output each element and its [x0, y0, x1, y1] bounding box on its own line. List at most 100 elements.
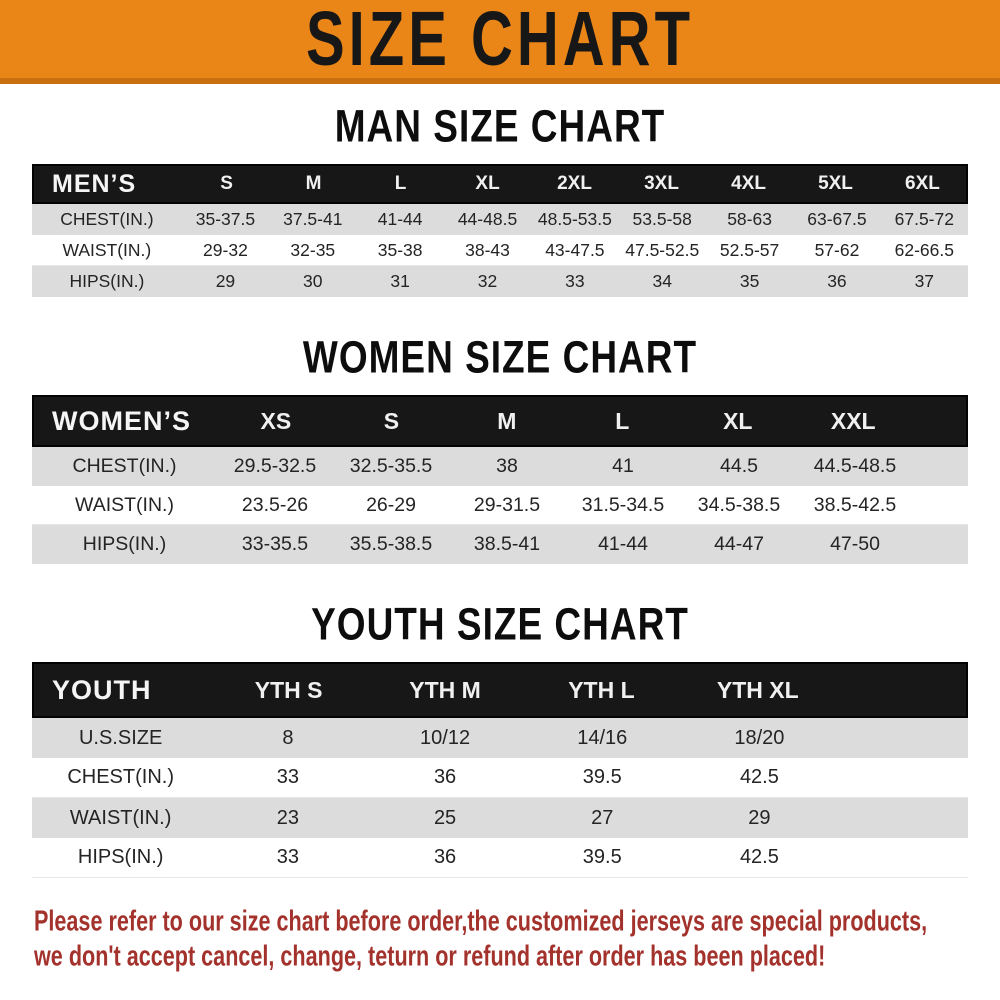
women-value-cell: 41	[612, 455, 634, 477]
women-value-cell: 29-31.5	[473, 493, 541, 516]
youth-value-cell: 42.5	[739, 846, 779, 868]
youth-row-u-s-size: U.S.SIZE 8 10/12 14/16 18/20	[32, 718, 968, 758]
youth-section-title: YOUTH SIZE CHART	[0, 599, 1000, 649]
women-value-cell: 44-47	[714, 533, 764, 555]
men-value-cell: 38-43	[465, 239, 510, 260]
men-value-cell: 32	[477, 271, 498, 291]
order-disclaimer: Please refer to our size chart before or…	[34, 904, 966, 973]
youth-row-label-hips-in: HIPS(IN.)	[77, 846, 164, 868]
women-row-waist-in: WAIST(IN.) 23.5-26 26-29 29-31.5 31.5-34.5 34…	[32, 486, 968, 525]
women-row-hips-in: HIPS(IN.) 33-35.5 35.5-38.5 38.5-41 41-44 44-…	[32, 525, 968, 564]
disclaimer-line-2: we don't accept cancel, change, teturn o…	[34, 939, 826, 972]
youth-value-cell: 33	[276, 846, 300, 868]
women-section-title: WOMEN SIZE CHART	[0, 332, 1000, 382]
men-value-cell: 48.5-53.5	[537, 209, 612, 229]
men-value-cell: 57-62	[814, 239, 860, 260]
youth-row-waist-in: WAIST(IN.) 23 25 27 29	[32, 798, 968, 838]
men-value-cell: 58-63	[727, 209, 772, 229]
men-size-column-s: S	[220, 173, 233, 194]
men-row-label-hips-in: HIPS(IN.)	[69, 271, 145, 291]
men-size-column-5xl: 5XL	[818, 173, 853, 194]
women-value-cell: 44.5-48.5	[813, 455, 897, 477]
disclaimer-line-1: Please refer to our size chart before or…	[34, 905, 928, 937]
men-row-chest-in: CHEST(IN.) 35-37.5 37.5-41 41-44 44-48.5 48.5…	[32, 204, 968, 235]
youth-size-column-yth-l: YTH L	[568, 676, 635, 703]
men-value-cell: 29	[215, 271, 236, 291]
men-value-cell: 44-48.5	[457, 209, 518, 229]
men-value-cell: 34	[652, 271, 672, 291]
size-chart-body: MAN SIZE CHART MEN’S S M L XL 2XL 3XL 4XL 5XL 6XL…	[0, 101, 1000, 973]
size-chart-banner: SIZE CHART	[0, 0, 1000, 84]
men-size-table: MEN’S S M L XL 2XL 3XL 4XL 5XL 6XL CHEST(IN.) 35-37…	[32, 164, 968, 297]
men-value-cell: 52.5-57	[719, 239, 780, 260]
women-value-cell: 26-29	[366, 493, 416, 516]
men-value-cell: 32-35	[290, 239, 336, 260]
men-value-cell: 47.5-52.5	[625, 239, 700, 260]
youth-value-cell: 8	[282, 726, 294, 749]
women-row-label-hips-in: HIPS(IN.)	[82, 533, 167, 555]
youth-row-hips-in: HIPS(IN.) 33 36 39.5 42.5	[32, 838, 968, 878]
men-row-label-chest-in: CHEST(IN.)	[60, 209, 154, 229]
men-value-cell: 35-38	[377, 239, 423, 260]
youth-value-cell: 25	[433, 806, 457, 829]
men-value-cell: 53.5-58	[632, 209, 692, 229]
women-value-cell: 41-44	[598, 533, 648, 555]
women-table-header: WOMEN’S XS S M L XL XXL	[32, 395, 968, 447]
women-size-column-xs: XS	[260, 407, 292, 434]
men-row-label-waist-in: WAIST(IN.)	[62, 239, 152, 260]
men-value-cell: 37	[914, 271, 935, 291]
youth-size-table: YOUTH YTH S YTH M YTH L YTH XL U.S.SIZE 8 10/12…	[32, 662, 968, 878]
youth-section: YOUTH SIZE CHART YOUTH YTH S YTH M YTH L YTH…	[0, 599, 1000, 878]
men-size-column-xl: XL	[475, 173, 500, 194]
men-value-cell: 35	[739, 271, 760, 291]
women-size-table: WOMEN’S XS S M L XL XXL CHEST(IN.) 29.5-32.5 32.5…	[32, 395, 968, 564]
youth-value-cell: 27	[591, 806, 614, 829]
men-value-cell: 43-47.5	[545, 239, 605, 260]
men-row-hips-in: HIPS(IN.) 29 30 31 32 33 34 35 36 37	[32, 266, 968, 297]
men-value-cell: 35-37.5	[195, 209, 256, 229]
youth-value-cell: 10/12	[420, 726, 471, 749]
men-value-cell: 67.5-72	[894, 209, 954, 229]
youth-value-cell: 36	[433, 766, 457, 788]
youth-row-chest-in: CHEST(IN.) 33 36 39.5 42.5	[32, 758, 968, 798]
youth-value-cell: 39.5	[582, 846, 622, 868]
men-value-cell: 33	[565, 271, 585, 291]
youth-value-cell: 42.5	[739, 766, 779, 788]
women-value-cell: 34.5-38.5	[697, 493, 781, 516]
youth-row-label-waist-in: WAIST(IN.)	[69, 806, 172, 829]
women-size-column-xxl: XXL	[830, 407, 876, 434]
youth-size-column-yth-xl: YTH XL	[716, 676, 799, 703]
youth-section-title-text: YOUTH SIZE CHART	[311, 599, 689, 650]
women-value-cell: 31.5-34.5	[581, 493, 665, 516]
women-value-cell: 38.5-41	[473, 533, 541, 555]
youth-value-cell: 23	[276, 806, 300, 829]
youth-value-cell: 36	[433, 846, 457, 868]
men-size-column-m: M	[305, 173, 322, 194]
youth-row-label-chest-in: CHEST(IN.)	[67, 766, 174, 788]
youth-header-label: YOUTH	[52, 674, 152, 705]
women-section-title-text: WOMEN SIZE CHART	[302, 332, 698, 383]
women-value-cell: 44.5	[720, 455, 758, 477]
youth-value-cell: 39.5	[582, 766, 622, 788]
youth-row-label-u-s-size: U.S.SIZE	[78, 726, 163, 749]
men-value-cell: 30	[303, 271, 323, 291]
men-size-column-3xl: 3XL	[644, 173, 679, 194]
youth-value-cell: 18/20	[734, 726, 785, 749]
men-value-cell: 62-66.5	[894, 239, 954, 260]
women-size-column-s: S	[383, 407, 400, 434]
men-table-header: MEN’S S M L XL 2XL 3XL 4XL 5XL 6XL	[32, 164, 968, 204]
youth-table-header: YOUTH YTH S YTH M YTH L YTH XL	[32, 662, 968, 718]
women-value-cell: 29.5-32.5	[233, 455, 317, 477]
women-header-label: WOMEN’S	[52, 405, 191, 436]
youth-size-column-yth-s: YTH S	[254, 676, 323, 703]
youth-value-cell: 29	[748, 806, 771, 829]
women-value-cell: 32.5-35.5	[349, 455, 433, 477]
women-row-chest-in: CHEST(IN.) 29.5-32.5 32.5-35.5 38 41 44.5 44.5…	[32, 447, 968, 486]
men-value-cell: 31	[390, 271, 410, 291]
men-value-cell: 29-32	[203, 239, 248, 260]
men-section-title-text: MAN SIZE CHART	[334, 101, 666, 152]
banner-title: SIZE CHART	[306, 0, 694, 82]
men-section-title: MAN SIZE CHART	[0, 101, 1000, 151]
women-size-column-xl: XL	[723, 407, 753, 434]
women-value-cell: 47-50	[830, 533, 880, 555]
